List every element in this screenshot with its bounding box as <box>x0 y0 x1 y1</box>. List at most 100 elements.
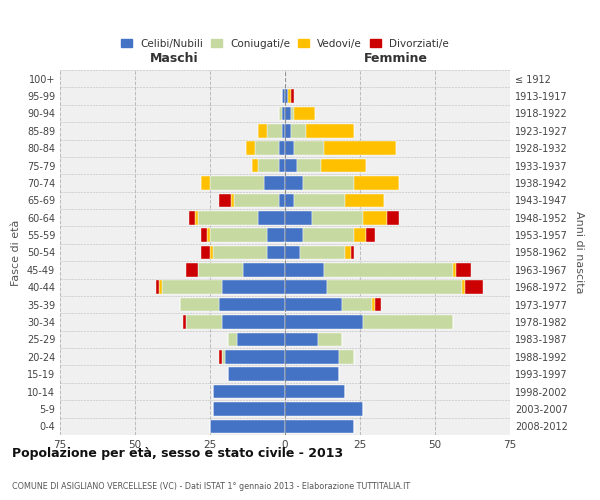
Bar <box>231 194 234 207</box>
Bar <box>288 90 291 103</box>
Bar <box>237 332 285 346</box>
Text: Maschi: Maschi <box>149 52 199 65</box>
Bar <box>345 194 384 207</box>
Bar <box>252 159 258 172</box>
Bar <box>213 246 267 260</box>
Bar <box>324 142 396 155</box>
Bar <box>159 280 162 294</box>
Bar <box>456 263 471 276</box>
Bar <box>345 246 351 260</box>
Bar <box>267 228 285 242</box>
Bar <box>285 211 312 224</box>
Bar <box>222 315 285 329</box>
Bar <box>279 194 285 207</box>
Bar <box>279 159 285 172</box>
Bar <box>294 142 324 155</box>
Bar <box>462 280 465 294</box>
Bar <box>219 298 285 312</box>
Bar <box>354 228 366 242</box>
Bar <box>387 211 399 224</box>
Bar <box>351 246 354 260</box>
Bar <box>285 315 363 329</box>
Bar <box>246 142 255 155</box>
Bar <box>282 90 285 103</box>
Bar <box>183 315 186 329</box>
Bar <box>342 298 372 312</box>
Bar <box>285 280 327 294</box>
Bar <box>201 228 207 242</box>
Text: Femmine: Femmine <box>364 52 428 65</box>
Bar <box>303 176 354 190</box>
Bar <box>285 298 342 312</box>
Bar <box>303 228 354 242</box>
Bar <box>279 106 282 120</box>
Bar <box>207 228 210 242</box>
Bar <box>339 350 354 364</box>
Bar <box>267 246 285 260</box>
Bar <box>453 263 456 276</box>
Bar <box>198 211 258 224</box>
Bar <box>264 176 285 190</box>
Bar <box>180 298 219 312</box>
Bar <box>156 280 159 294</box>
Bar <box>285 368 339 381</box>
Bar <box>285 176 303 190</box>
Bar <box>297 159 321 172</box>
Bar <box>222 350 225 364</box>
Bar <box>306 124 354 138</box>
Bar <box>279 142 285 155</box>
Bar <box>258 124 267 138</box>
Bar <box>285 159 297 172</box>
Bar <box>219 194 231 207</box>
Bar <box>318 332 342 346</box>
Bar <box>285 246 300 260</box>
Bar <box>294 194 345 207</box>
Bar <box>285 350 339 364</box>
Bar <box>195 211 198 224</box>
Bar <box>210 228 267 242</box>
Bar <box>198 263 243 276</box>
Bar <box>321 159 366 172</box>
Bar <box>285 263 324 276</box>
Bar <box>285 142 294 155</box>
Bar <box>285 106 291 120</box>
Bar <box>243 263 285 276</box>
Bar <box>291 124 306 138</box>
Bar <box>291 106 294 120</box>
Bar <box>294 106 315 120</box>
Text: Popolazione per età, sesso e stato civile - 2013: Popolazione per età, sesso e stato civil… <box>12 448 343 460</box>
Bar <box>300 246 345 260</box>
Legend: Celibi/Nubili, Coniugati/e, Vedovi/e, Divorziati/e: Celibi/Nubili, Coniugati/e, Vedovi/e, Di… <box>121 38 449 48</box>
Bar <box>210 420 285 433</box>
Bar <box>354 176 399 190</box>
Y-axis label: Anni di nascita: Anni di nascita <box>574 211 584 294</box>
Bar <box>363 211 387 224</box>
Bar <box>234 194 279 207</box>
Bar <box>375 298 381 312</box>
Bar <box>312 211 363 224</box>
Bar <box>189 211 195 224</box>
Bar <box>258 159 279 172</box>
Bar <box>210 176 264 190</box>
Bar <box>327 280 462 294</box>
Bar <box>213 402 285 415</box>
Bar <box>225 350 285 364</box>
Bar <box>324 263 453 276</box>
Bar <box>285 385 345 398</box>
Bar <box>201 176 210 190</box>
Bar <box>255 142 279 155</box>
Bar <box>372 298 375 312</box>
Bar <box>291 90 294 103</box>
Bar <box>210 246 213 260</box>
Bar <box>201 246 210 260</box>
Bar <box>285 420 354 433</box>
Bar <box>285 194 294 207</box>
Bar <box>366 228 375 242</box>
Bar <box>222 280 285 294</box>
Bar <box>162 280 222 294</box>
Bar <box>285 402 363 415</box>
Bar <box>282 124 285 138</box>
Bar <box>285 228 303 242</box>
Bar <box>228 368 285 381</box>
Y-axis label: Fasce di età: Fasce di età <box>11 220 21 286</box>
